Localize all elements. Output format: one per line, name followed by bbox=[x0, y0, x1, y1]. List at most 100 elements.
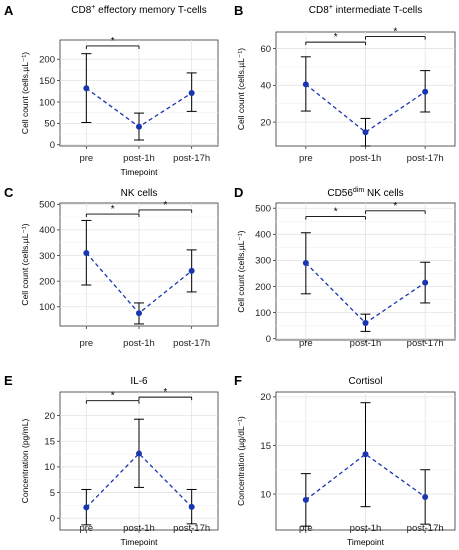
y-tick-label: 20 bbox=[260, 117, 271, 128]
x-tick-label: post-17h bbox=[407, 338, 444, 349]
mean-point bbox=[302, 260, 309, 267]
x-axis-label: Timepoint bbox=[347, 537, 385, 547]
mean-point bbox=[188, 503, 195, 510]
y-tick-label: 500 bbox=[255, 204, 271, 215]
y-tick-label: 15 bbox=[260, 441, 271, 452]
mean-point bbox=[83, 249, 90, 256]
x-tick-label: post-1h bbox=[123, 338, 155, 349]
y-tick-label: 0 bbox=[266, 334, 271, 345]
mean-point bbox=[422, 88, 429, 95]
y-axis-label: Cell count (cells.µL⁻¹) bbox=[20, 52, 30, 134]
significance-star: * bbox=[111, 204, 115, 215]
x-tick-label: pre bbox=[79, 338, 93, 349]
x-tick-label: post-17h bbox=[173, 523, 210, 534]
x-tick-label: post-17h bbox=[407, 523, 444, 534]
mean-point bbox=[362, 451, 369, 458]
y-tick-label: 60 bbox=[260, 44, 271, 55]
panel-c: 100 200 300 400 500 pre post-1h post-17h Cell co… bbox=[4, 185, 219, 349]
significance-star: * bbox=[393, 27, 397, 38]
significance-star: * bbox=[111, 391, 115, 402]
y-axis-label: Cell count (cells.µL⁻¹) bbox=[20, 223, 30, 305]
x-tick-label: post-17h bbox=[407, 153, 444, 164]
y-axis-label: Cell count (cells.µL⁻¹) bbox=[236, 48, 246, 130]
y-tick-label: 40 bbox=[260, 81, 271, 92]
y-tick-label: 50 bbox=[44, 119, 55, 130]
mean-point bbox=[188, 267, 195, 274]
mean-point bbox=[136, 450, 142, 457]
mean-point bbox=[302, 81, 309, 88]
significance-star: * bbox=[163, 387, 167, 398]
panel-letter: B bbox=[234, 3, 243, 18]
y-tick-label: 400 bbox=[39, 225, 55, 236]
x-tick-label: post-1h bbox=[350, 523, 382, 534]
panel-title: NK cells bbox=[121, 188, 158, 199]
panel-a: 0 50 100 150 200 pre post-1h post-17h Timepoint C… bbox=[4, 3, 219, 177]
mean-point bbox=[362, 129, 369, 136]
panel-f: 10 15 20 pre post-1h post-17h Timepoint Concent… bbox=[234, 373, 456, 547]
significance-star: * bbox=[163, 200, 167, 211]
mean-point bbox=[422, 493, 429, 500]
mean-point bbox=[83, 504, 90, 511]
x-tick-label: post-1h bbox=[123, 523, 155, 534]
x-tick-label: post-17h bbox=[173, 338, 210, 349]
y-tick-label: 10 bbox=[260, 489, 271, 500]
y-tick-label: 15 bbox=[44, 437, 55, 448]
x-tick-label: pre bbox=[299, 153, 313, 164]
y-tick-label: 20 bbox=[260, 392, 271, 403]
mean-point bbox=[422, 279, 429, 286]
panel-letter: E bbox=[4, 373, 13, 388]
significance-star: * bbox=[334, 32, 338, 43]
y-tick-label: 100 bbox=[39, 97, 55, 108]
y-axis-label: Concentration (µg/dL⁻¹) bbox=[236, 416, 246, 506]
panel-title: CD56dim NK cells bbox=[327, 187, 403, 199]
mean-point bbox=[188, 90, 195, 96]
significance-star: * bbox=[393, 201, 397, 212]
mean-point bbox=[136, 310, 142, 317]
panel-letter: A bbox=[4, 3, 14, 18]
y-tick-label: 5 bbox=[50, 488, 55, 499]
panel-title: Cortisol bbox=[349, 376, 383, 387]
y-tick-label: 0 bbox=[50, 140, 55, 151]
panel-letter: F bbox=[234, 373, 242, 388]
y-tick-label: 20 bbox=[44, 411, 55, 422]
y-tick-label: 200 bbox=[39, 55, 55, 66]
x-tick-label: post-1h bbox=[123, 153, 155, 164]
mean-point bbox=[362, 320, 369, 327]
x-tick-label: post-1h bbox=[350, 153, 382, 164]
y-tick-label: 10 bbox=[44, 462, 55, 473]
x-axis-label: Timepoint bbox=[120, 537, 158, 547]
y-tick-label: 100 bbox=[255, 308, 271, 319]
panel-letter: C bbox=[4, 185, 14, 200]
y-tick-label: 100 bbox=[39, 302, 55, 313]
y-tick-label: 400 bbox=[255, 230, 271, 241]
x-tick-label: pre bbox=[299, 523, 313, 534]
y-axis-label: Concentration (pg/mL) bbox=[20, 419, 30, 504]
x-tick-label: pre bbox=[79, 523, 93, 534]
panel-title: IL-6 bbox=[130, 376, 148, 387]
x-axis-label: Timepoint bbox=[120, 167, 158, 177]
panel-e: 0 5 10 15 20 pre post-1h post-17h Timepoint Conce… bbox=[4, 373, 219, 547]
panel-title: CD8+ effectory memory T-cells bbox=[71, 4, 206, 16]
y-tick-label: 0 bbox=[50, 514, 55, 525]
y-tick-label: 150 bbox=[39, 76, 55, 87]
y-tick-label: 300 bbox=[255, 256, 271, 267]
y-tick-label: 500 bbox=[39, 200, 55, 211]
significance-star: * bbox=[111, 36, 115, 47]
significance-star: * bbox=[334, 207, 338, 218]
x-tick-label: post-1h bbox=[350, 338, 382, 349]
x-tick-label: pre bbox=[79, 153, 93, 164]
y-axis-label: Cell count (cells.µL⁻¹) bbox=[236, 230, 246, 312]
panel-title: CD8+ intermediate T-cells bbox=[309, 4, 422, 16]
panel-b: 20 40 60 pre post-1h post-17h Cell count (cell… bbox=[234, 3, 456, 164]
y-tick-label: 300 bbox=[39, 251, 55, 262]
mean-point bbox=[83, 85, 90, 92]
panel-d: 0 100 200 300 400 500 pre post-1h post-17h Cell c… bbox=[234, 185, 456, 349]
y-tick-label: 200 bbox=[255, 282, 271, 293]
x-tick-label: post-17h bbox=[173, 153, 210, 164]
mean-point bbox=[302, 496, 309, 503]
y-tick-label: 200 bbox=[39, 276, 55, 287]
panel-letter: D bbox=[234, 185, 243, 200]
mean-point bbox=[136, 123, 142, 130]
x-tick-label: pre bbox=[299, 338, 313, 349]
